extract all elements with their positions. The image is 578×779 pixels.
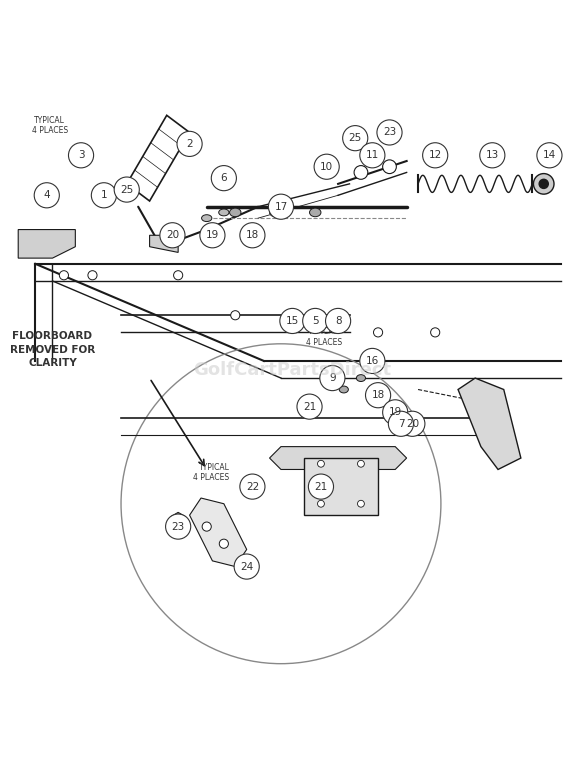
Circle shape — [423, 143, 448, 167]
Text: FLOORBOARD
REMOVED FOR
CLARITY: FLOORBOARD REMOVED FOR CLARITY — [10, 331, 95, 368]
Circle shape — [383, 400, 408, 425]
Text: 7: 7 — [398, 419, 404, 428]
Text: 19: 19 — [388, 407, 402, 418]
Circle shape — [91, 183, 116, 208]
Circle shape — [539, 179, 549, 189]
Circle shape — [431, 328, 440, 337]
Text: 6: 6 — [221, 173, 227, 183]
Circle shape — [383, 160, 397, 174]
Text: 14: 14 — [543, 150, 556, 160]
Text: 16: 16 — [366, 356, 379, 366]
Text: 13: 13 — [486, 150, 499, 160]
Circle shape — [317, 460, 324, 467]
Circle shape — [314, 154, 339, 179]
Circle shape — [325, 308, 351, 333]
Circle shape — [202, 522, 212, 531]
Text: 23: 23 — [383, 128, 396, 137]
Text: 9: 9 — [329, 373, 336, 383]
Text: 25: 25 — [349, 133, 362, 143]
Circle shape — [400, 411, 425, 436]
Circle shape — [320, 365, 345, 390]
Text: 18: 18 — [246, 231, 259, 240]
Circle shape — [373, 328, 383, 337]
Polygon shape — [150, 235, 178, 252]
Text: 18: 18 — [372, 390, 385, 400]
Circle shape — [537, 143, 562, 167]
Text: 2: 2 — [186, 139, 193, 149]
Text: 11: 11 — [366, 150, 379, 160]
Text: 21: 21 — [314, 481, 328, 492]
Text: 8: 8 — [335, 316, 342, 326]
Circle shape — [358, 500, 364, 507]
Circle shape — [200, 223, 225, 248]
Polygon shape — [304, 458, 378, 515]
Ellipse shape — [339, 386, 349, 393]
Circle shape — [165, 514, 191, 539]
Text: 20: 20 — [166, 231, 179, 240]
Ellipse shape — [269, 208, 281, 217]
Circle shape — [212, 166, 236, 191]
Text: 1: 1 — [101, 190, 107, 200]
Circle shape — [240, 474, 265, 499]
Ellipse shape — [310, 208, 321, 217]
Circle shape — [317, 500, 324, 507]
Circle shape — [114, 177, 139, 202]
Text: 24: 24 — [240, 562, 253, 572]
Circle shape — [309, 474, 334, 499]
Polygon shape — [190, 498, 247, 566]
Text: GolfCartPartsDirect: GolfCartPartsDirect — [193, 361, 391, 379]
Circle shape — [268, 194, 294, 219]
Text: TYPICAL
4 PLACES: TYPICAL 4 PLACES — [32, 116, 68, 136]
Text: 5: 5 — [312, 316, 318, 326]
Text: TYPICAL
4 PLACES: TYPICAL 4 PLACES — [194, 463, 229, 482]
Circle shape — [480, 143, 505, 167]
Circle shape — [354, 166, 368, 179]
Circle shape — [234, 554, 260, 579]
Circle shape — [377, 120, 402, 145]
Text: 12: 12 — [428, 150, 442, 160]
Polygon shape — [269, 446, 407, 470]
Ellipse shape — [357, 375, 365, 382]
Circle shape — [365, 382, 391, 407]
Text: 20: 20 — [406, 419, 419, 428]
Circle shape — [343, 125, 368, 150]
Circle shape — [303, 308, 328, 333]
Ellipse shape — [229, 208, 241, 217]
Circle shape — [388, 411, 413, 436]
Circle shape — [360, 348, 385, 373]
Ellipse shape — [202, 215, 212, 221]
Text: 22: 22 — [246, 481, 259, 492]
Circle shape — [34, 183, 60, 208]
Circle shape — [231, 311, 240, 320]
Text: TYPICAL
4 PLACES: TYPICAL 4 PLACES — [306, 327, 342, 347]
Text: 23: 23 — [172, 522, 185, 531]
Circle shape — [88, 270, 97, 280]
Circle shape — [533, 174, 554, 194]
Text: 21: 21 — [303, 402, 316, 411]
Circle shape — [297, 394, 322, 419]
Ellipse shape — [173, 226, 183, 233]
Circle shape — [280, 308, 305, 333]
Ellipse shape — [218, 209, 229, 216]
Text: 3: 3 — [77, 150, 84, 160]
Text: 25: 25 — [120, 185, 134, 195]
Polygon shape — [18, 230, 75, 258]
Circle shape — [360, 143, 385, 167]
Circle shape — [68, 143, 94, 167]
Text: 15: 15 — [286, 316, 299, 326]
Circle shape — [358, 460, 364, 467]
Circle shape — [177, 132, 202, 157]
Text: 19: 19 — [206, 231, 219, 240]
Polygon shape — [458, 378, 521, 470]
Text: 17: 17 — [275, 202, 288, 212]
Circle shape — [219, 539, 228, 548]
Text: 10: 10 — [320, 162, 334, 171]
Circle shape — [240, 223, 265, 248]
Text: 4: 4 — [43, 190, 50, 200]
Circle shape — [60, 270, 68, 280]
Circle shape — [173, 270, 183, 280]
Circle shape — [160, 223, 185, 248]
Circle shape — [316, 311, 325, 320]
